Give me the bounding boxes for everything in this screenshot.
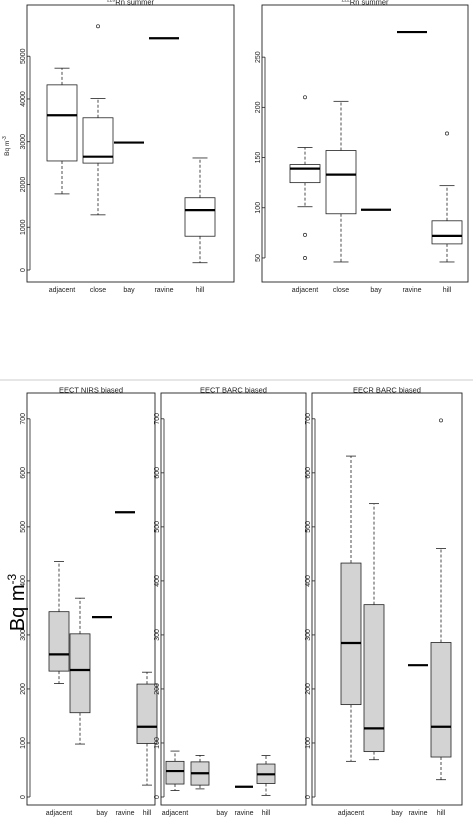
y-tick-label: 150 [255, 152, 262, 164]
panel-title: EECT NIRS biased [59, 386, 123, 395]
panel-title: 222Rn summer [341, 0, 389, 7]
x-tick-label: hill [262, 810, 271, 817]
box-iqr [48, 611, 70, 672]
x-tick-label: bay [216, 810, 228, 817]
y-tick-label: 200 [20, 683, 27, 695]
x-tick-label: hill [443, 287, 452, 294]
y-tick-label: 500 [305, 521, 312, 533]
outlier-point [303, 256, 307, 260]
outlier-point [303, 232, 307, 237]
y-tick-label: 100 [305, 737, 312, 749]
y-axis-label: Bq m-3 [5, 573, 29, 631]
x-tick-label: adjacent [162, 810, 189, 817]
title-main: Rn summer [350, 0, 389, 7]
x-tick-label: bay [123, 287, 135, 294]
outlier-point [439, 418, 443, 423]
y-axis-label: Bq m-3 [2, 136, 11, 156]
y-tick-label: 300 [154, 629, 161, 641]
y-tick-label: 250 [255, 51, 262, 63]
box-iqr [289, 164, 321, 184]
box-iqr [325, 150, 357, 215]
y-tick-label: 200 [305, 683, 312, 695]
box-iqr [184, 197, 216, 237]
box-iqr [136, 683, 158, 744]
y-tick-label: 1000 [20, 219, 27, 235]
y-tick-label: 0 [20, 795, 27, 799]
y-tick-label: 300 [305, 629, 312, 641]
y-tick-label: 100 [20, 737, 27, 749]
box-iqr [430, 642, 452, 758]
panel-title: EECT BARC biased [200, 386, 267, 395]
y-tick-label: 0 [20, 268, 27, 272]
y-tick-label: 4000 [20, 91, 27, 107]
x-tick-label: ravine [408, 810, 427, 817]
x-tick-label: close [90, 287, 106, 294]
x-tick-label: bay [391, 810, 403, 817]
outlier-point [96, 24, 100, 29]
y-tick-label: 2000 [20, 177, 27, 193]
y-tick-label: 50 [255, 254, 262, 262]
y-tick-label: 200 [255, 101, 262, 113]
x-tick-label: ravine [115, 810, 134, 817]
y-tick-label: 600 [154, 467, 161, 479]
y-axis-label-superscript: -3 [2, 136, 8, 141]
y-tick-label: 0 [154, 795, 161, 799]
y-tick-label: 500 [20, 521, 27, 533]
panel-title: 220Rn summer [107, 0, 155, 7]
x-tick-label: hill [143, 810, 152, 817]
box-iqr [340, 562, 362, 706]
y-axis-label-main: Bq m [7, 584, 29, 631]
y-tick-label: 600 [305, 467, 312, 479]
y-tick-label: 0 [305, 795, 312, 799]
title-main: Rn summer [115, 0, 154, 7]
outlier-point [445, 131, 449, 136]
x-tick-label: bay [96, 810, 108, 817]
x-tick-label: ravine [154, 287, 173, 294]
panel-frame [26, 392, 156, 806]
box-iqr [165, 760, 185, 785]
y-tick-label: 700 [20, 413, 27, 425]
x-tick-label: bay [370, 287, 382, 294]
y-tick-label: 400 [20, 575, 27, 587]
y-tick-label: 500 [154, 521, 161, 533]
x-tick-label: hill [437, 810, 446, 817]
box-iqr [46, 84, 78, 162]
y-tick-label: 400 [305, 575, 312, 587]
y-tick-label: 700 [154, 413, 161, 425]
x-tick-label: adjacent [338, 810, 365, 817]
x-tick-label: hill [196, 287, 205, 294]
y-tick-label: 600 [20, 467, 27, 479]
y-tick-label: 100 [255, 202, 262, 214]
x-tick-label: adjacent [46, 810, 73, 817]
y-tick-label: 700 [305, 413, 312, 425]
box-iqr [431, 220, 463, 245]
x-tick-label: ravine [402, 287, 421, 294]
panel-frame [311, 392, 463, 806]
panel-frame [160, 392, 307, 806]
panel-title: EECR BARC biased [353, 386, 421, 395]
panel-frame [261, 4, 469, 283]
outlier-point [303, 95, 307, 100]
y-tick-label: 300 [20, 629, 27, 641]
y-tick-label: 3000 [20, 134, 27, 150]
title-superscript: 220 [107, 0, 116, 4]
box-iqr [363, 604, 385, 753]
y-tick-label: 200 [154, 683, 161, 695]
panel-frame [26, 4, 235, 283]
box-iqr [82, 117, 114, 164]
x-tick-label: ravine [234, 810, 253, 817]
x-tick-label: adjacent [292, 287, 319, 294]
y-tick-label: 100 [154, 737, 161, 749]
y-axis-label-superscript: -3 [5, 573, 19, 584]
x-tick-label: close [333, 287, 349, 294]
y-axis-label-main: Bq m [4, 141, 11, 156]
box-iqr [69, 633, 91, 714]
y-tick-label: 5000 [20, 48, 27, 64]
x-tick-label: adjacent [49, 287, 76, 294]
title-superscript: 222 [341, 0, 350, 4]
y-tick-label: 400 [154, 575, 161, 587]
